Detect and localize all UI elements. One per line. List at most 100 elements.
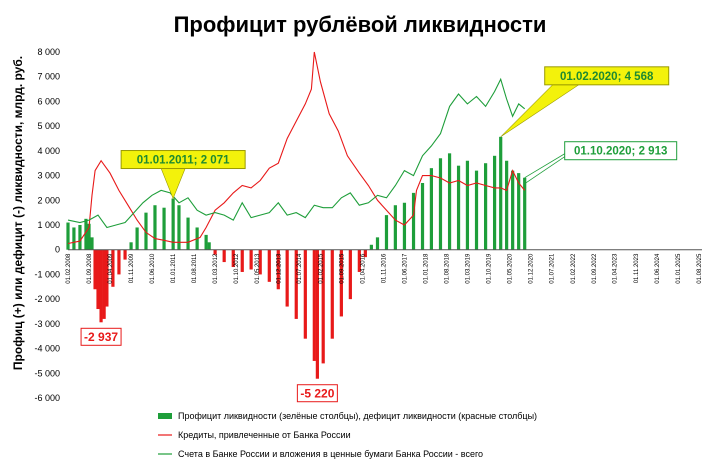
x-tick-label: 01.11.2016 (382, 253, 388, 283)
bar (240, 249, 244, 272)
bar (499, 136, 503, 250)
annotation-box (296, 384, 338, 403)
bar (375, 237, 380, 250)
x-tick-label: 01.10.2019 (487, 253, 493, 284)
x-tick-label: 01.02.2008 (66, 253, 72, 284)
legend-swatch (158, 413, 172, 419)
legend: Профицит ликвидности (зелёные столбцы), … (158, 411, 537, 459)
x-tick-label: 01.04.2009 (108, 253, 114, 284)
bar (429, 168, 433, 250)
bar (492, 155, 497, 250)
bar (393, 205, 397, 250)
bar (483, 163, 488, 250)
bar (162, 207, 166, 250)
annotations: -2 937 -5 220 01.01.2011; 2 071 01.02.2020;… (80, 66, 678, 403)
x-tick-label: 01.05.2020 (508, 253, 514, 284)
x-tick-label: 01.01.2011 (171, 253, 177, 283)
bar (420, 182, 425, 250)
y-tick-label: -2 000 (34, 294, 60, 304)
bar (276, 249, 280, 290)
x-tick-label: 01.04.2016 (360, 253, 366, 284)
y-tick-label: -6 000 (34, 393, 60, 403)
bar (312, 249, 316, 361)
x-tick-label: 01.09.2008 (87, 253, 93, 284)
legend-label: Счета в Банке России и вложения в ценные… (178, 449, 483, 459)
x-tick-label: 01.02.2015 (318, 253, 324, 284)
annotation-box (120, 150, 246, 170)
bar (369, 244, 373, 250)
y-tick-label: 7 000 (37, 72, 60, 82)
x-tick-label: 01.09.2015 (339, 253, 345, 284)
x-tick-label: 01.12.2020 (529, 253, 535, 284)
y-tick-label: -1 000 (34, 269, 60, 279)
bar (411, 192, 416, 250)
chart-title: Профицит рублёвой ликвидности (174, 12, 547, 37)
bar (222, 249, 226, 263)
bar (330, 249, 334, 339)
bar (348, 249, 352, 300)
bar (315, 249, 319, 379)
bar (517, 173, 521, 250)
x-tick-label: 01.06.2017 (402, 253, 408, 284)
y-tick-label: 0 (55, 245, 60, 255)
bar (505, 160, 509, 250)
bar (177, 205, 181, 250)
bar-series (66, 136, 527, 379)
y-tick-label: 1 000 (37, 220, 60, 230)
bar (363, 249, 367, 258)
bar (438, 158, 443, 250)
x-tick-label: 01.11.2023 (634, 253, 640, 283)
bar (135, 227, 139, 250)
x-tick-label: 01.06.2024 (655, 253, 661, 284)
bar (90, 237, 94, 250)
x-tick-label: 01.05.2013 (255, 253, 261, 284)
bar (87, 223, 91, 250)
x-axis-ticks: 01.02.2008 01.09.2008 01.04.2009 01.11.2009… (66, 253, 703, 284)
annotation-label: -5 220 (300, 386, 334, 400)
annotation-box (80, 327, 122, 346)
bar (303, 249, 307, 339)
y-tick-label: 8 000 (37, 47, 60, 57)
x-tick-label: 01.08.2025 (697, 253, 703, 284)
bar (93, 249, 97, 290)
annotation-label: 01.02.2020; 4 568 (560, 71, 654, 83)
annotation-leader (524, 156, 565, 185)
annotation-label: -2 937 (84, 330, 118, 344)
x-tick-label: 01.06.2010 (150, 253, 156, 284)
bar (294, 249, 298, 319)
legend-label: Профицит ликвидности (зелёные столбцы), … (178, 411, 537, 421)
bar (66, 222, 70, 250)
y-tick-label: 3 000 (37, 171, 60, 181)
bar (96, 249, 100, 310)
y-tick-label: 6 000 (37, 96, 60, 106)
y-tick-label: 2 000 (37, 195, 60, 205)
y-tick-label: 4 000 (37, 146, 60, 156)
y-axis-ticks: 8 000 7 000 6 000 5 000 4 000 3 000 2 000 1 000… (34, 47, 60, 403)
bar (129, 242, 133, 250)
bar (111, 249, 115, 287)
bar (102, 249, 106, 319)
loans-line (67, 51, 526, 245)
x-tick-label: 01.02.2022 (571, 253, 577, 284)
bar (384, 215, 389, 250)
bar (186, 217, 190, 250)
bar (153, 205, 157, 250)
bar (357, 249, 361, 272)
x-tick-label: 01.10.2012 (234, 253, 240, 284)
accounts-line (67, 77, 526, 229)
x-tick-label: 01.07.2014 (297, 253, 303, 284)
y-tick-label: 5 000 (37, 121, 60, 131)
bar (321, 249, 325, 364)
bar (402, 202, 407, 250)
y-tick-label: -3 000 (34, 319, 60, 329)
bar (204, 234, 208, 250)
x-tick-label: 01.01.2025 (676, 253, 682, 284)
bar (456, 165, 461, 250)
bar (474, 170, 479, 250)
bar (447, 153, 452, 250)
x-tick-label: 01.03.2019 (465, 253, 471, 284)
bar (231, 249, 235, 268)
bar (84, 218, 88, 250)
x-tick-label: 01.11.2009 (129, 253, 135, 283)
